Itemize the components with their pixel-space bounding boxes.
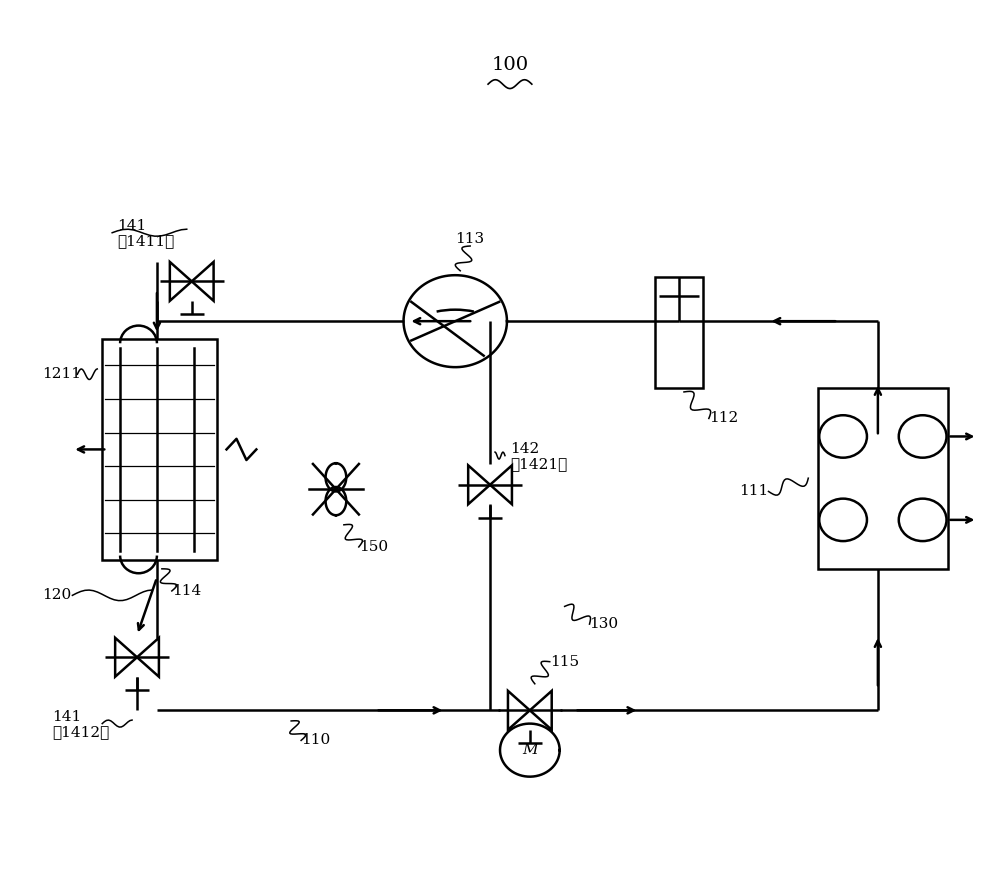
Text: （1421）: （1421） (510, 457, 567, 472)
Text: 114: 114 (172, 584, 201, 598)
Text: 141: 141 (117, 219, 146, 232)
Text: 150: 150 (359, 540, 388, 554)
Text: 111: 111 (739, 484, 768, 498)
Text: （1412）: （1412） (53, 725, 110, 740)
Text: 112: 112 (709, 411, 738, 425)
Text: （1411）: （1411） (117, 235, 174, 248)
Text: 141: 141 (53, 709, 82, 724)
Text: 100: 100 (491, 55, 529, 74)
Bar (102, 339, 217, 560)
Text: 110: 110 (301, 733, 330, 748)
Text: 130: 130 (590, 617, 619, 631)
Text: M: M (522, 743, 538, 757)
Text: 1211: 1211 (43, 368, 82, 381)
Text: 142: 142 (510, 441, 539, 456)
Text: 120: 120 (43, 588, 72, 603)
Text: 115: 115 (550, 655, 579, 668)
Text: 113: 113 (456, 232, 485, 246)
Bar (818, 387, 948, 569)
Bar (655, 277, 703, 387)
